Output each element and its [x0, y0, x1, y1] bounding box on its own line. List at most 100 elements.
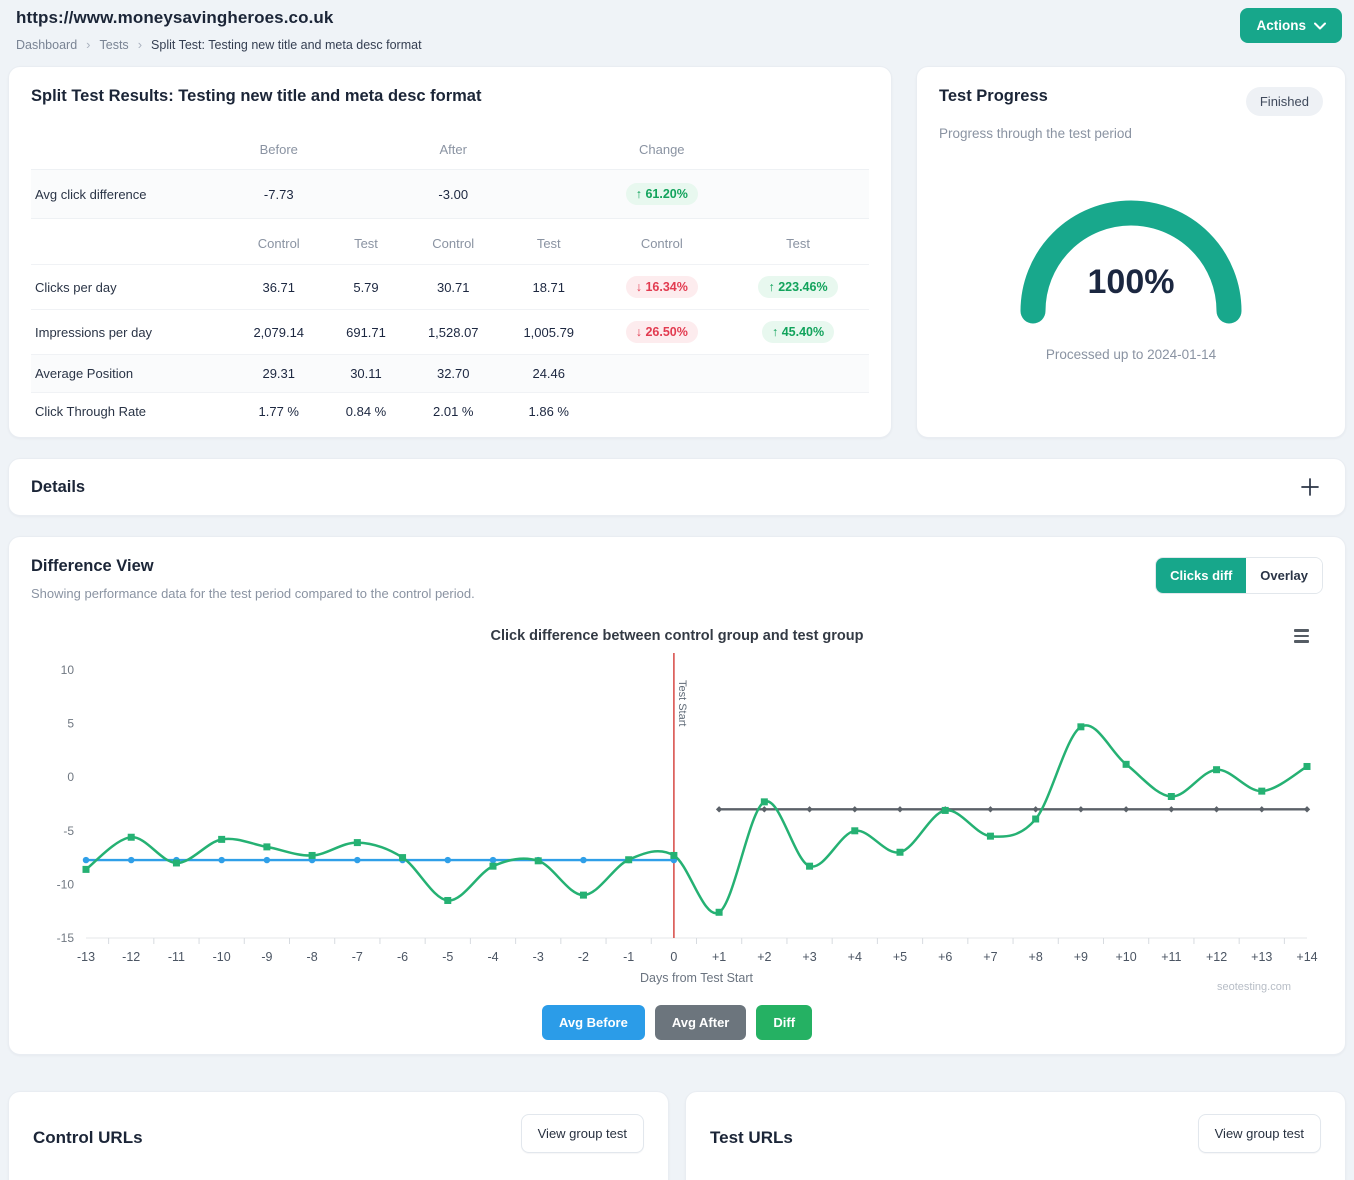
- spacer-cell: [727, 169, 869, 219]
- table-row: Impressions per day 2,079.14 691.71 1,528.0…: [31, 309, 869, 355]
- svg-text:-2: -2: [578, 950, 589, 964]
- test-urls-card: Test URLs View group test: [685, 1091, 1346, 1180]
- chart-title-row: Click difference between control group a…: [31, 627, 1323, 645]
- value-cell: 1.77 %: [231, 392, 327, 430]
- page-header: https://www.moneysavingheroes.co.uk Dash…: [0, 0, 1354, 56]
- value-cell: 1.86 %: [501, 392, 597, 430]
- svg-text:-3: -3: [533, 950, 544, 964]
- value-cell: 32.70: [405, 354, 501, 393]
- value-cell: 18.71: [501, 264, 597, 310]
- change-cell: [596, 392, 728, 430]
- column-group-header: After: [439, 142, 467, 157]
- progress-subtitle: Progress through the test period: [939, 126, 1132, 141]
- actions-label: Actions: [1256, 18, 1306, 33]
- value-cell: 24.46: [501, 354, 597, 393]
- value-cell: 0.84 %: [326, 392, 406, 430]
- test-progress-card: Test Progress Finished Progress through …: [916, 66, 1346, 438]
- plus-icon: [1301, 478, 1319, 496]
- breadcrumb-item[interactable]: Dashboard: [16, 37, 78, 52]
- watermark: seotesting.com: [1217, 981, 1291, 993]
- value-cell: 30.71: [405, 264, 501, 310]
- svg-text:+14: +14: [1296, 950, 1317, 964]
- svg-text:+13: +13: [1251, 950, 1272, 964]
- legend-avg-after-button[interactable]: Avg After: [654, 1005, 747, 1040]
- change-badge: ↑ 61.20%: [625, 183, 698, 205]
- value-cell: 5.79: [326, 264, 406, 310]
- details-expand-button[interactable]: [1297, 474, 1323, 500]
- value-cell: 36.71: [231, 264, 327, 310]
- column-sub-header: Test: [354, 236, 378, 251]
- chart-legend: Avg Before Avg After Diff: [31, 1005, 1323, 1040]
- difference-view-title: Difference View: [31, 557, 154, 575]
- svg-text:+3: +3: [802, 950, 816, 964]
- svg-text:+8: +8: [1029, 950, 1043, 964]
- header-left: https://www.moneysavingheroes.co.uk Dash…: [16, 8, 422, 52]
- spacer-cell: [31, 130, 231, 170]
- details-title: Details: [31, 477, 86, 496]
- column-sub-header: Test: [536, 236, 561, 251]
- svg-text:-9: -9: [261, 950, 272, 964]
- change-cell: ↓ 26.50%: [596, 309, 728, 355]
- avg-click-difference-row: Avg click difference -7.73 -3.00 ↑ 61.20%: [31, 169, 869, 219]
- view-toggle: Clicks diff Overlay: [1155, 557, 1323, 594]
- svg-text:-4: -4: [487, 950, 498, 964]
- menu-icon: [1294, 629, 1309, 632]
- value-cell: 2.01 %: [405, 392, 501, 430]
- table-row: Click Through Rate 1.77 % 0.84 % 2.01 % 1.86…: [31, 392, 869, 430]
- toggle-overlay[interactable]: Overlay: [1246, 558, 1322, 593]
- spacer-cell: [501, 169, 597, 219]
- value-cell: 1,528.07: [405, 309, 501, 355]
- toggle-clicks-diff[interactable]: Clicks diff: [1156, 558, 1247, 593]
- row-label: Impressions per day: [31, 309, 231, 355]
- value-cell: 691.71: [326, 309, 406, 355]
- value-cell: 29.31: [231, 354, 327, 393]
- svg-text:-6: -6: [397, 950, 408, 964]
- breadcrumb-separator-icon: ›: [86, 37, 91, 52]
- test-view-group-test-button[interactable]: View group test: [1197, 1114, 1321, 1153]
- chart-area: Click difference between control group a…: [31, 627, 1323, 995]
- change-cell: [727, 354, 869, 393]
- gauge-arc: [1020, 200, 1242, 324]
- column-sub-header: Control: [640, 236, 683, 251]
- breadcrumb-item[interactable]: Tests: [99, 37, 129, 52]
- svg-text:0: 0: [67, 770, 74, 784]
- change-cell: ↓ 16.34%: [596, 264, 728, 310]
- control-view-group-test-button[interactable]: View group test: [520, 1114, 644, 1153]
- control-urls-title: Control URLs: [33, 1128, 143, 1147]
- change-badge: ↑ 45.40%: [761, 321, 835, 343]
- change-badge: ↑ 223.46%: [758, 276, 838, 298]
- row-label: Click Through Rate: [31, 392, 231, 430]
- row-label: Clicks per day: [31, 264, 231, 310]
- results-table: Before After Change Avg click difference -7.…: [31, 130, 869, 430]
- chart-title: Click difference between control group a…: [490, 628, 864, 644]
- details-card: Details: [8, 458, 1346, 516]
- svg-text:+6: +6: [938, 950, 952, 964]
- svg-text:5: 5: [67, 717, 74, 731]
- change-badge: ↓ 16.34%: [625, 276, 698, 298]
- split-test-results-card: Split Test Results: Testing new title an…: [8, 66, 892, 438]
- row-label: Avg click difference: [31, 169, 231, 219]
- spacer-cell: [501, 130, 597, 170]
- actions-button[interactable]: Actions: [1240, 8, 1342, 43]
- spacer-cell: [727, 130, 869, 170]
- column-sub-header: Control: [257, 236, 300, 251]
- svg-text:-13: -13: [77, 950, 95, 964]
- legend-diff-button[interactable]: Diff: [756, 1005, 813, 1040]
- svg-text:+7: +7: [983, 950, 997, 964]
- value-cell: 30.11: [326, 354, 406, 393]
- svg-text:-5: -5: [63, 824, 74, 838]
- legend-avg-before-button[interactable]: Avg Before: [541, 1005, 645, 1040]
- breadcrumb: Dashboard › Tests › Split Test: Testing new …: [16, 37, 422, 52]
- difference-view-titles: Difference View Showing performance data…: [31, 557, 475, 601]
- control-urls-card: Control URLs View group test: [8, 1091, 669, 1180]
- value-cell: 1,005.79: [501, 309, 597, 355]
- status-badge: Finished: [1245, 87, 1323, 116]
- column-sub-header: Test: [786, 236, 810, 251]
- top-row: Split Test Results: Testing new title an…: [8, 66, 1346, 438]
- change-badge: ↓ 26.50%: [625, 321, 698, 343]
- chart-menu-button[interactable]: [1290, 625, 1313, 647]
- table-row: Average Position 29.31 30.11 32.70 24.46: [31, 354, 869, 393]
- site-url-title: https://www.moneysavingheroes.co.uk: [16, 8, 334, 27]
- svg-text:-15: -15: [57, 931, 75, 945]
